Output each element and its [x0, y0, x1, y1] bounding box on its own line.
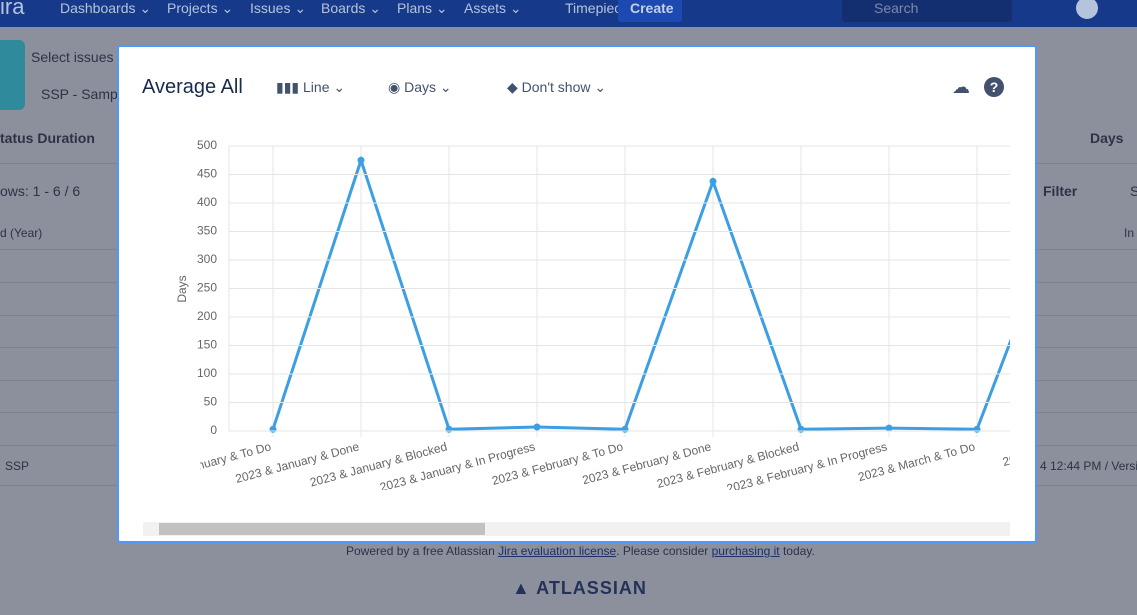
search-box[interactable] [842, 0, 1012, 22]
y-tick-label: 300 [197, 252, 217, 266]
nav-item[interactable]: Issues ⌄ [250, 0, 307, 16]
in-header: In [1124, 226, 1135, 240]
download-icon[interactable]: ☁ [952, 77, 970, 97]
create-label[interactable]: Create [630, 0, 674, 16]
data-point [709, 177, 717, 185]
consider: . Please consider [616, 544, 709, 558]
filter-button[interactable]: Filter [1043, 183, 1078, 199]
data-point [1062, 195, 1069, 202]
footer-text: Powered by a free Atlassian Jira evaluat… [346, 544, 815, 558]
y-tick-label: 500 [197, 138, 217, 152]
select-issues[interactable]: Select issues [31, 49, 114, 65]
y-tick-label: 200 [197, 309, 217, 323]
x-tick-label: 2023 & January & In Progress [378, 439, 536, 494]
modal-title: Average All [142, 76, 243, 98]
y-axis-label: Days [175, 275, 189, 302]
logo: ira [0, 0, 25, 19]
chart-type-select[interactable]: ▮▮▮ Line ⌄ [276, 79, 346, 95]
data-point [445, 425, 453, 433]
data-point [357, 156, 365, 164]
today: today. [779, 544, 815, 558]
labels-select[interactable]: ◆ Don't show ⌄ [507, 79, 607, 95]
nav-item[interactable]: Assets ⌄ [464, 0, 522, 16]
timestamp: 4 12:44 PM / Versic [1040, 459, 1137, 473]
atlassian-logo: ▲ ATLASSIAN [512, 578, 647, 598]
data-point [269, 425, 277, 433]
data-point [533, 423, 541, 431]
timepiece[interactable]: Timepiece [565, 0, 630, 16]
powered: Powered by a free Atlassian [346, 544, 495, 558]
y-tick-label: 250 [197, 281, 217, 295]
s-label: S [1130, 183, 1137, 199]
y-tick-label: 400 [197, 195, 217, 209]
nav-item[interactable]: Plans ⌄ [397, 0, 448, 16]
data-point [973, 425, 981, 433]
data-point [885, 424, 893, 432]
y-tick-label: 450 [197, 167, 217, 181]
nav-item[interactable]: Dashboards ⌄ [60, 0, 152, 16]
project-avatar [0, 40, 25, 110]
help-icon[interactable] [1076, 0, 1098, 19]
y-tick-label: 150 [197, 338, 217, 352]
y-tick-label: 0 [210, 423, 217, 437]
brand: ATLASSIAN [536, 578, 647, 598]
y-tick-label: 100 [197, 366, 217, 380]
column-header: d (Year) [0, 226, 43, 240]
project-select[interactable]: SSP - Sampl [41, 86, 121, 102]
series-line [271, 155, 1010, 431]
chart-modal [117, 45, 1037, 543]
y-tick-label: 50 [204, 395, 218, 409]
status-duration[interactable]: tatus Duration [0, 130, 95, 146]
y-tick-label: 350 [197, 224, 217, 238]
days-select[interactable]: Days [1090, 130, 1124, 146]
scroll-thumb[interactable] [159, 523, 485, 535]
purchase-link[interactable]: purchasing it [711, 544, 780, 558]
chart-type[interactable]: Line [303, 79, 330, 95]
nav-item[interactable]: Boards ⌄ [321, 0, 381, 16]
search-placeholder[interactable]: Search [874, 0, 919, 16]
create-button[interactable] [618, 0, 682, 22]
data-point [797, 425, 805, 433]
labels-option[interactable]: Don't show [521, 79, 591, 95]
nav-item[interactable]: Projects ⌄ [167, 0, 234, 16]
help-button[interactable]: ? [984, 77, 1004, 97]
data-point [621, 425, 629, 433]
x-tick-label: 2023 & Mar [1001, 439, 1065, 469]
license-link[interactable]: Jira evaluation license [498, 544, 617, 558]
unit-select[interactable]: ◉ Days ⌄ [388, 79, 452, 95]
project-link[interactable]: SSP [5, 459, 30, 473]
rows-count: ows: 1 - 6 / 6 [0, 183, 81, 199]
unit[interactable]: Days [404, 79, 437, 95]
